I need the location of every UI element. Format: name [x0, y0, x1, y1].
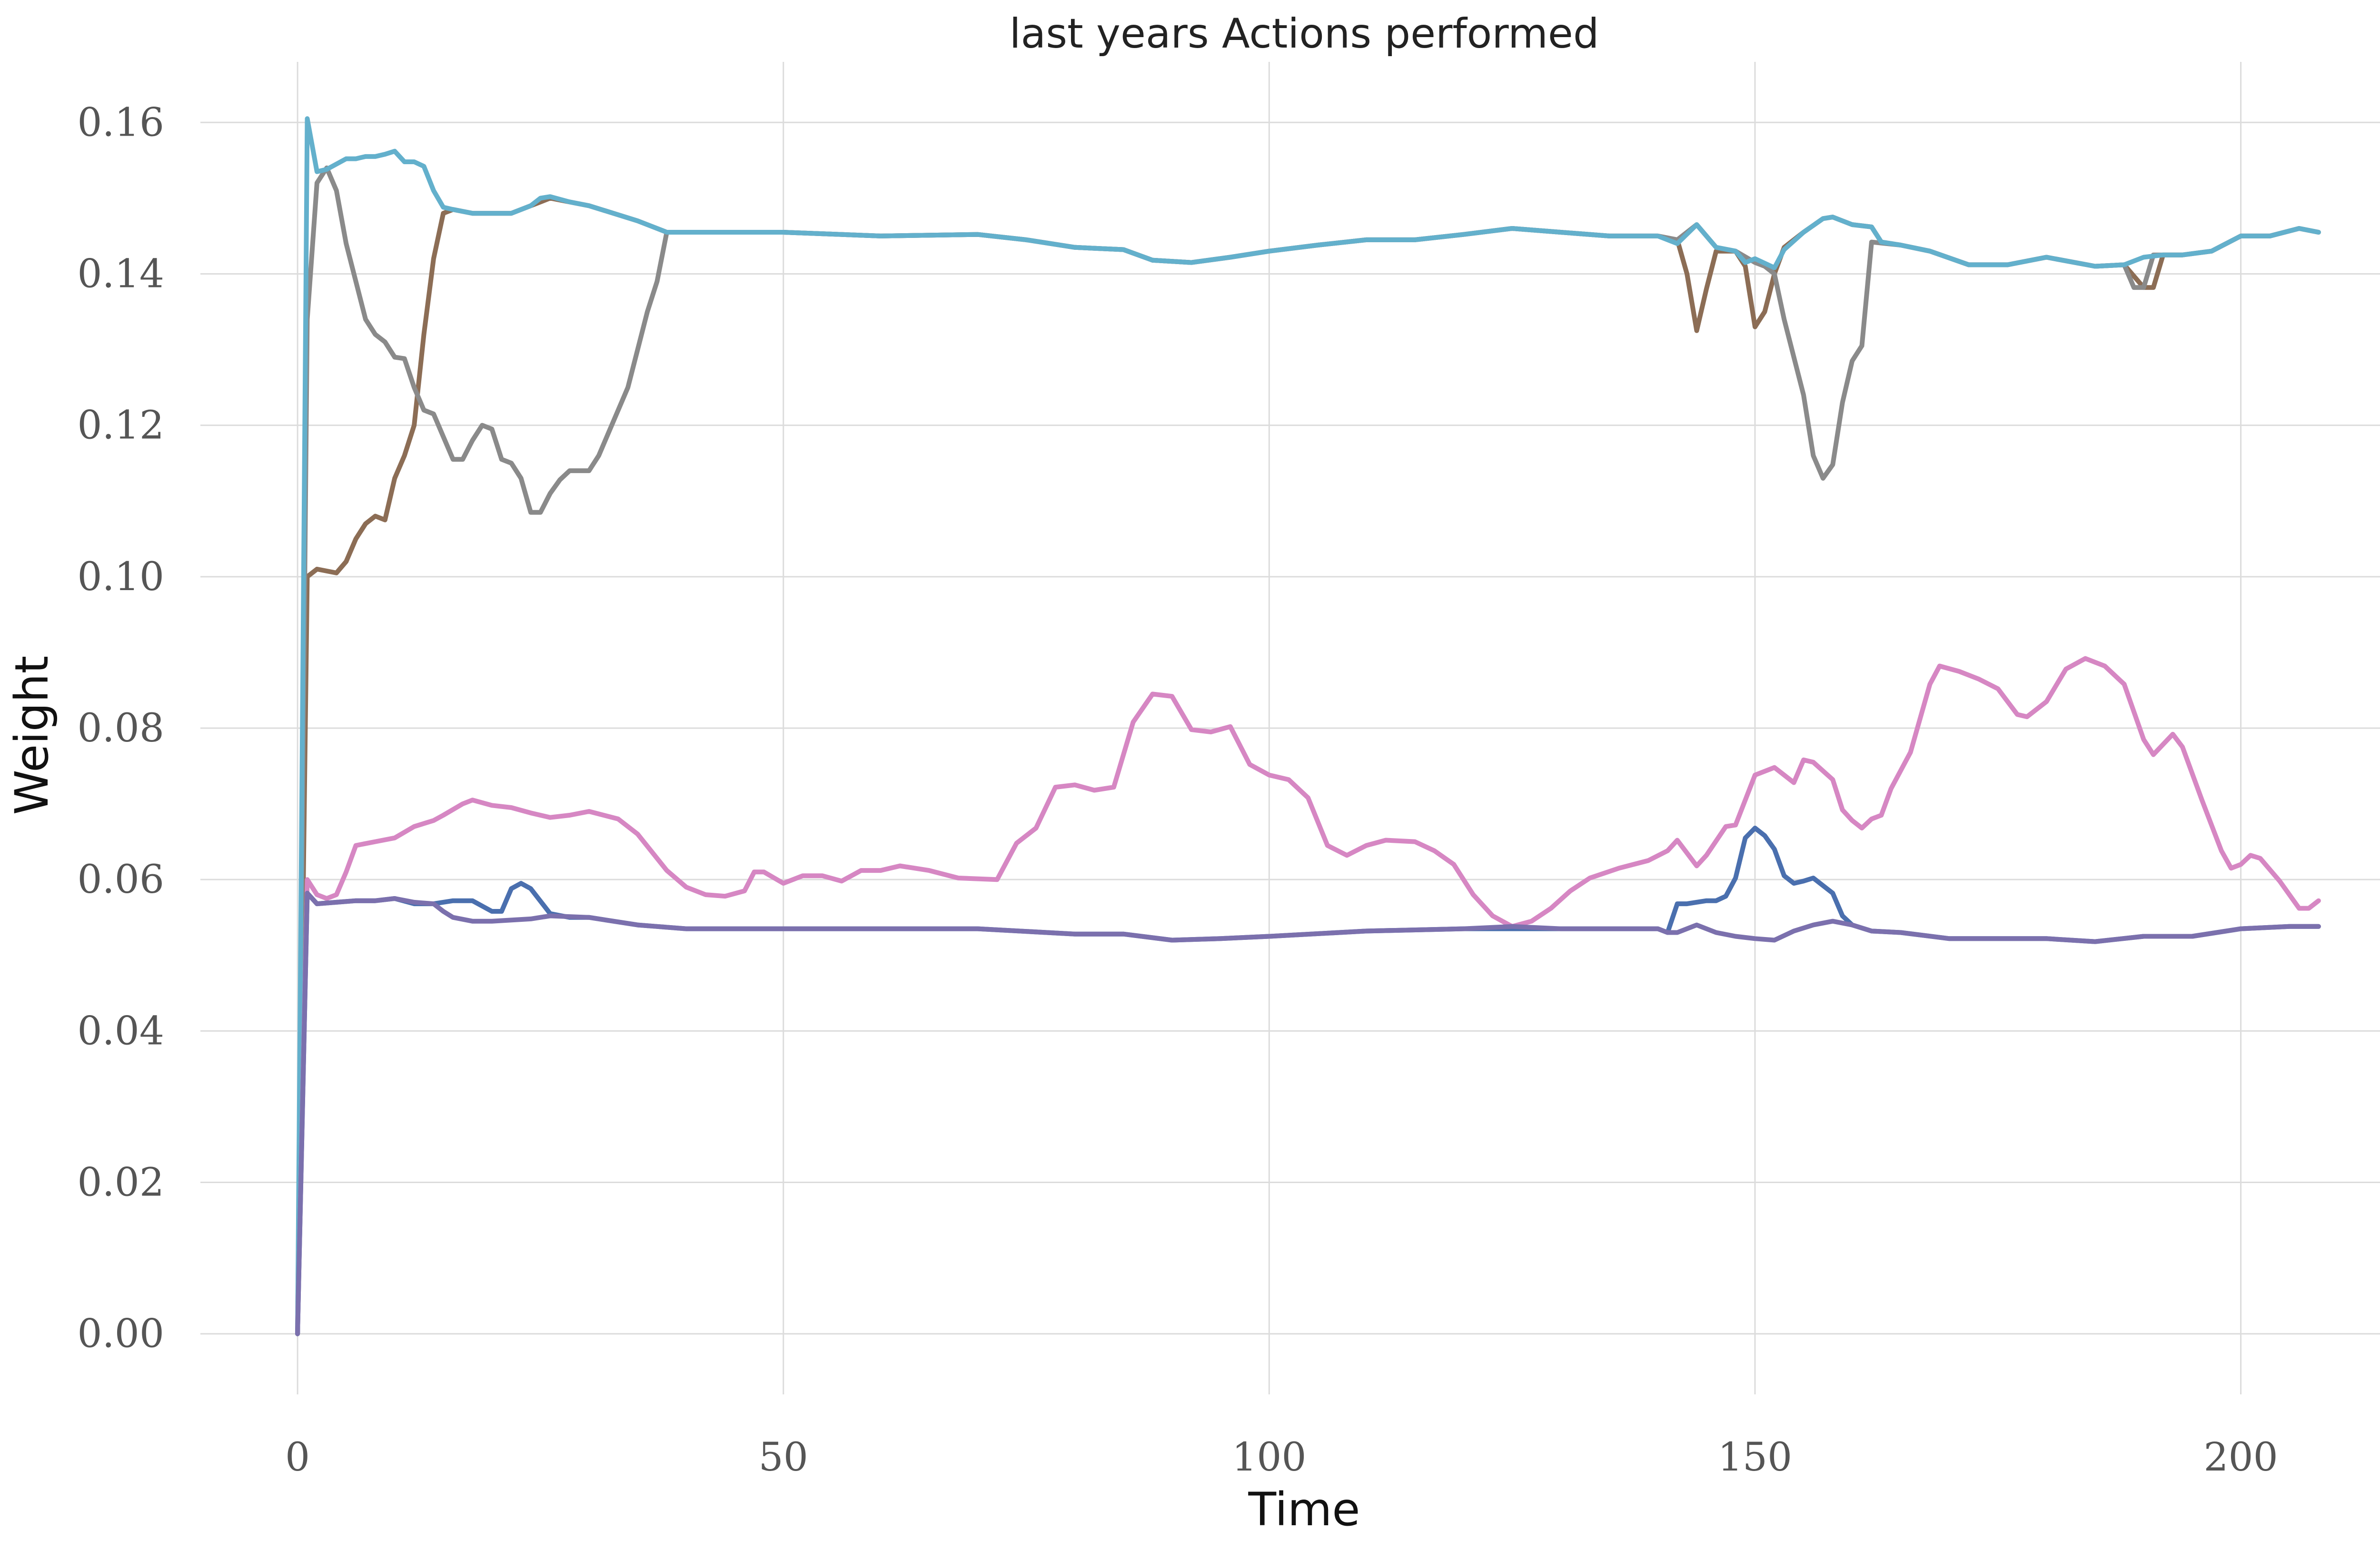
- y-tick-label: 0.02: [77, 1160, 164, 1205]
- x-tick-label: 150: [1718, 1435, 1793, 1480]
- series-line-1: [295, 165, 2321, 1336]
- x-tick-label: 0: [285, 1435, 310, 1480]
- y-tick-label: 0.08: [77, 706, 164, 751]
- x-tick-label: 200: [2203, 1435, 2278, 1480]
- series-line-4: [295, 826, 2321, 1336]
- y-tick-label: 0.12: [77, 403, 164, 448]
- x-tick-label: 100: [1232, 1435, 1307, 1480]
- series-line-3: [295, 656, 2321, 1336]
- y-tick-label: 0.10: [77, 554, 164, 600]
- y-tick-label: 0.00: [77, 1312, 164, 1357]
- series-line-5: [295, 890, 2321, 1336]
- y-tick-label: 0.04: [77, 1008, 164, 1054]
- grid: [200, 62, 2380, 1394]
- series-group: [295, 116, 2321, 1336]
- y-tick-label: 0.14: [77, 251, 164, 296]
- x-axis-ticks: 0 50 100 150 200: [285, 1435, 2278, 1480]
- y-axis-label: Weight: [5, 656, 59, 815]
- y-axis-ticks: 0.00 0.02 0.04 0.06 0.08 0.10 0.12 0.14 0.16: [77, 100, 164, 1356]
- chart-title: last years Actions performed: [1010, 10, 1599, 58]
- y-tick-label: 0.06: [77, 857, 164, 902]
- series-line-0: [295, 196, 2321, 1336]
- series-line-2: [295, 116, 2321, 1336]
- x-axis-label: Time: [1248, 1483, 1360, 1536]
- x-tick-label: 50: [759, 1435, 808, 1480]
- y-tick-label: 0.16: [77, 100, 164, 145]
